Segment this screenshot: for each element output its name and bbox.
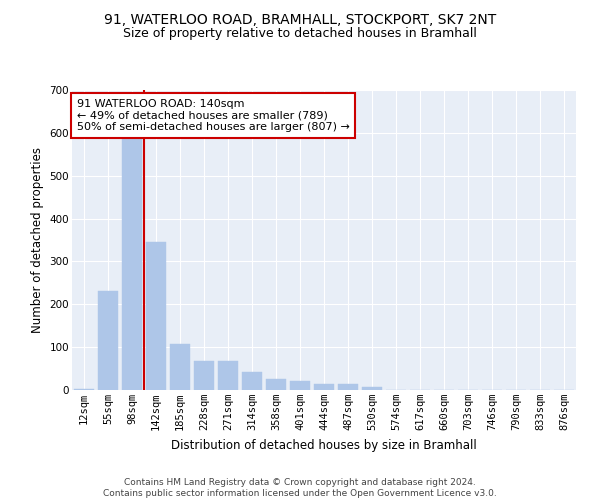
Text: Size of property relative to detached houses in Bramhall: Size of property relative to detached ho…	[123, 28, 477, 40]
Bar	[338, 384, 358, 390]
Text: 91 WATERLOO ROAD: 140sqm
← 49% of detached houses are smaller (789)
50% of semi-: 91 WATERLOO ROAD: 140sqm ← 49% of detach…	[77, 99, 350, 132]
Bar	[266, 380, 286, 390]
Bar	[74, 388, 94, 390]
Bar	[194, 362, 214, 390]
Bar	[242, 372, 262, 390]
Bar	[362, 387, 382, 390]
Bar	[290, 380, 310, 390]
Bar	[218, 362, 238, 390]
Text: Contains HM Land Registry data © Crown copyright and database right 2024.
Contai: Contains HM Land Registry data © Crown c…	[103, 478, 497, 498]
Bar	[98, 292, 118, 390]
Bar	[122, 124, 142, 390]
Y-axis label: Number of detached properties: Number of detached properties	[31, 147, 44, 333]
Text: 91, WATERLOO ROAD, BRAMHALL, STOCKPORT, SK7 2NT: 91, WATERLOO ROAD, BRAMHALL, STOCKPORT, …	[104, 12, 496, 26]
Bar	[146, 242, 166, 390]
Bar	[314, 384, 334, 390]
Bar	[170, 344, 190, 390]
X-axis label: Distribution of detached houses by size in Bramhall: Distribution of detached houses by size …	[171, 438, 477, 452]
